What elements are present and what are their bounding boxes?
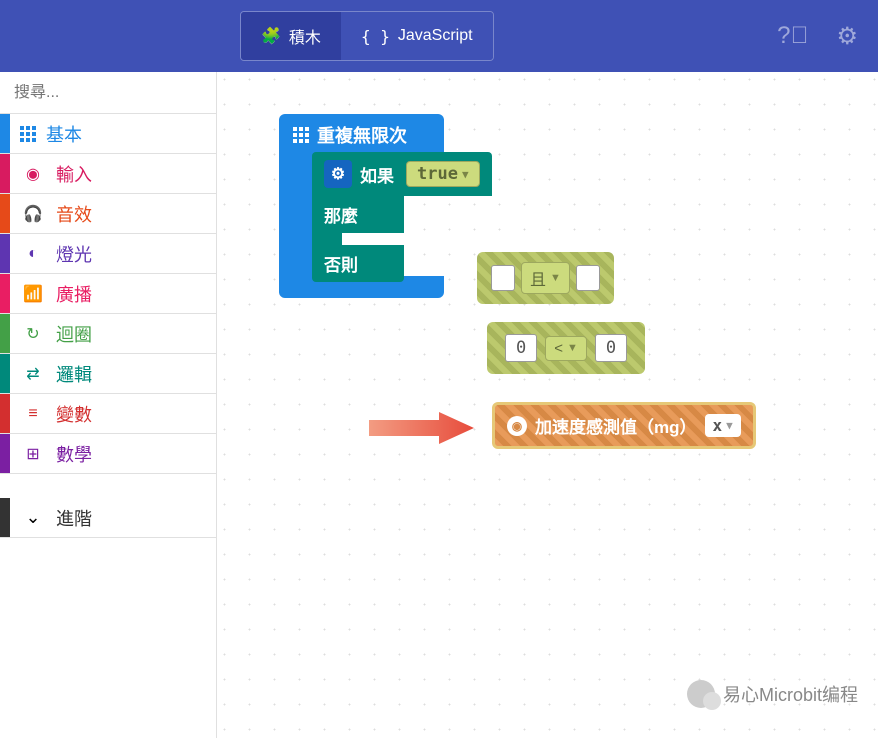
watermark: 易心Microbit编程: [687, 680, 858, 708]
category-bar: [0, 114, 10, 153]
tab-group: 🧩 積木 { } JavaScript: [240, 11, 494, 61]
if-head: ⚙ 如果 true ▼: [312, 152, 492, 196]
dropdown-arrow-icon: ▼: [550, 272, 561, 284]
category-icon: ◉: [20, 164, 46, 184]
if-body-gap: [312, 233, 342, 245]
category-4[interactable]: 📶 廣播: [0, 274, 216, 314]
true-dropdown[interactable]: true ▼: [406, 161, 480, 187]
advanced-toggle[interactable]: ⌄ 進階: [0, 498, 216, 538]
advanced-bar: [0, 498, 10, 537]
arrow-annotation: [369, 408, 479, 448]
axis-label: x: [713, 416, 723, 435]
category-label: 數學: [56, 441, 92, 467]
category-bar: [0, 194, 10, 233]
tab-blocks-label: 積木: [289, 24, 321, 48]
puzzle-icon: 🧩: [261, 26, 281, 46]
category-icon: 📶: [20, 284, 46, 304]
category-icon: ◐: [20, 245, 46, 263]
category-6[interactable]: ⇄ 邏輯: [0, 354, 216, 394]
gear-icon[interactable]: ⚙: [836, 22, 858, 51]
and-left-slot[interactable]: [491, 265, 515, 291]
forever-label: 重複無限次: [317, 122, 407, 148]
watermark-text: 易心Microbit编程: [723, 681, 858, 707]
axis-dropdown[interactable]: x ▼: [705, 414, 741, 437]
sidebar: 🔍 基本◉ 輸入 🎧 音效 ◐ 燈光 📶 廣播 ↻ 迴圈 ⇄ 邏輯 ≡ 變數 ⊞ 數學 ⌄ 進階: [0, 72, 217, 738]
tab-blocks[interactable]: 🧩 積木: [241, 12, 341, 60]
category-5[interactable]: ↻ 迴圈: [0, 314, 216, 354]
advanced-label: 進階: [56, 505, 92, 531]
logic-and-block[interactable]: 且 ▼: [477, 252, 614, 304]
true-label: true: [417, 164, 458, 184]
acceleration-block[interactable]: ◉ 加速度感測值（mg） x ▼: [492, 402, 756, 449]
forever-head: 重複無限次: [279, 114, 444, 156]
chevron-down-icon: ⌄: [20, 507, 46, 528]
category-icon: ↻: [20, 324, 46, 344]
category-icon: 🎧: [20, 204, 46, 224]
dropdown-arrow-icon: ▼: [567, 342, 578, 354]
compare-block[interactable]: 0 < ▼ 0: [487, 322, 645, 374]
compare-left[interactable]: 0: [505, 334, 537, 362]
category-0[interactable]: 基本: [0, 114, 216, 154]
wechat-icon: [687, 680, 715, 708]
tab-js-label: JavaScript: [398, 27, 473, 45]
search-input[interactable]: [14, 84, 217, 102]
if-block[interactable]: ⚙ 如果 true ▼ 那麼 否則: [312, 152, 492, 282]
category-icon: ⊞: [20, 444, 46, 464]
compare-op: <: [554, 340, 563, 357]
category-icon: ⇄: [20, 364, 46, 384]
header: 🧩 積木 { } JavaScript ?⃝ ⚙: [0, 0, 878, 72]
category-bar: [0, 234, 10, 273]
category-3[interactable]: ◐ 燈光: [0, 234, 216, 274]
if-label: 如果: [360, 162, 394, 187]
grid-icon: [293, 127, 309, 143]
category-2[interactable]: 🎧 音效: [0, 194, 216, 234]
header-icons: ?⃝ ⚙: [777, 22, 858, 51]
and-operator-dropdown[interactable]: 且 ▼: [521, 262, 570, 294]
compare-op-dropdown[interactable]: < ▼: [545, 336, 587, 361]
workspace[interactable]: 重複無限次 ⚙ 如果 true ▼ 那麼 否則 且 ▼: [217, 72, 878, 738]
category-bar: [0, 354, 10, 393]
compare-right[interactable]: 0: [595, 334, 627, 362]
category-label: 基本: [46, 121, 82, 147]
target-icon: ◉: [507, 416, 527, 436]
category-bar: [0, 154, 10, 193]
category-bar: [0, 274, 10, 313]
category-8[interactable]: ⊞ 數學: [0, 434, 216, 474]
search-row: 🔍: [0, 72, 216, 114]
tab-javascript[interactable]: { } JavaScript: [341, 12, 493, 60]
dropdown-arrow-icon: ▼: [462, 168, 469, 181]
category-bar: [0, 394, 10, 433]
and-right-slot[interactable]: [576, 265, 600, 291]
and-label: 且: [530, 266, 546, 290]
category-7[interactable]: ≡ 變數: [0, 394, 216, 434]
category-label: 音效: [56, 201, 92, 227]
category-label: 輸入: [56, 161, 92, 187]
main: 🔍 基本◉輸入🎧音效◐燈光📶廣播↻迴圈⇄邏輯≡變數⊞數學 ⌄ 進階 重複無限次 …: [0, 72, 878, 738]
category-label: 迴圈: [56, 321, 92, 347]
category-label: 變數: [56, 401, 92, 427]
category-bar: [0, 314, 10, 353]
category-label: 邏輯: [56, 361, 92, 387]
gear-icon[interactable]: ⚙: [324, 160, 352, 188]
category-label: 廣播: [56, 281, 92, 307]
braces-icon: { }: [361, 27, 390, 46]
category-1[interactable]: ◉ 輸入: [0, 154, 216, 194]
category-icon: [20, 126, 36, 142]
if-else: 否則: [312, 245, 404, 282]
accel-label: 加速度感測值（mg）: [535, 413, 697, 438]
category-label: 燈光: [56, 241, 92, 267]
help-icon[interactable]: ?⃝: [777, 22, 808, 51]
dropdown-arrow-icon: ▼: [726, 419, 733, 432]
category-bar: [0, 434, 10, 473]
if-then: 那麼: [312, 196, 404, 233]
category-icon: ≡: [20, 405, 46, 423]
